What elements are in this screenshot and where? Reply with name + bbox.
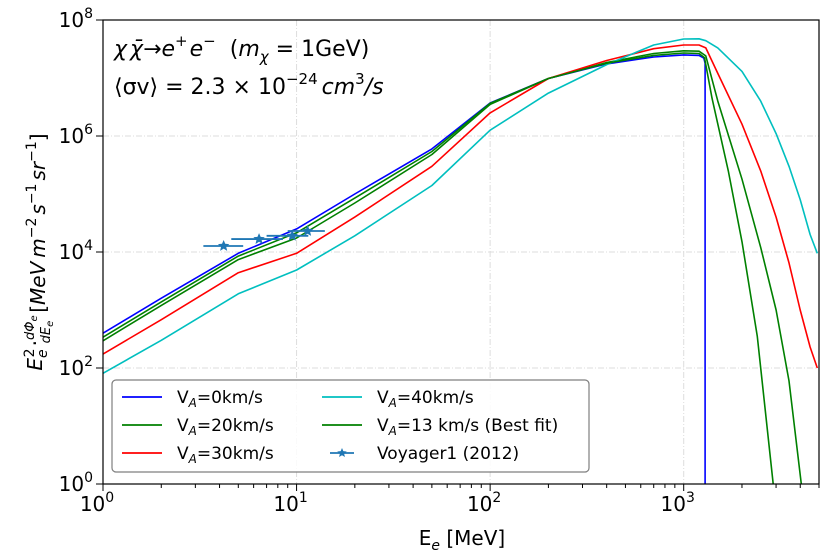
xlabel-sub: e (431, 538, 440, 554)
anno-sigmav: ⟨σv⟩ = 2.3 × 10 (114, 75, 286, 100)
anno-paren-close: ) (361, 37, 370, 62)
ylabel-frac-den-sub: e (45, 321, 56, 327)
annotation-line-2: ⟨σv⟩ = 2.3 × 10−24 cm3/s (114, 70, 384, 100)
grid (103, 20, 819, 484)
x-tick-exp: 0 (105, 490, 114, 506)
legend-item: VA=13 km/s (Best fit) (322, 416, 558, 438)
legend-box (111, 379, 590, 473)
ylabel-dot: · (23, 340, 47, 346)
ylabel-bracket-close: ] (26, 133, 50, 141)
anno-e2: e (190, 37, 204, 62)
legend-label: VA=0km/s (177, 388, 263, 410)
legend-label: VA=20km/s (177, 416, 274, 438)
x-tick-base: 10 (273, 492, 298, 516)
ylabel-unit-sr-sup: −1 (24, 141, 40, 162)
voyager-errorbars (203, 225, 325, 251)
anno-e1-sup: + (175, 32, 188, 50)
legend-star-icon (337, 448, 347, 458)
y-tick-label: 106 (59, 122, 93, 148)
y-axis-label: Ee2·dΦedEe[MeVm−2s−1sr−1] (22, 133, 56, 370)
y-tick-label: 108 (59, 6, 93, 32)
series-line-3 (103, 37, 819, 374)
legend-item: Voyager1 (2012) (330, 444, 519, 464)
ticks (96, 19, 820, 491)
anno-m: m (238, 37, 259, 62)
y-tick-label: 102 (59, 354, 93, 380)
legend-label: VA=13 km/s (Best fit) (377, 416, 558, 438)
voyager-point (286, 229, 298, 241)
x-tick-exp: 3 (686, 490, 695, 506)
ylabel-unit-mev: MeV (26, 260, 50, 305)
anno-paren-open: ( (230, 37, 239, 62)
anno-unit-tail: /s (363, 75, 384, 100)
x-axis-label: Ee [MeV] (419, 526, 505, 554)
y-tick-exp: 4 (84, 238, 93, 254)
anno-eq: = 1GeV (269, 37, 361, 62)
ylabel-bracket-open: [ (26, 305, 50, 313)
x-tick-label: 101 (273, 490, 307, 516)
series-line-1 (103, 49, 803, 484)
xlabel-unit: [MeV] (440, 526, 505, 550)
x-tick-base: 10 (467, 492, 492, 516)
legend-label: VA=30km/s (177, 444, 274, 466)
anno-unit-sup: 3 (355, 70, 365, 88)
anno-e2-sup: − (203, 32, 216, 50)
legend-item: VA=20km/s (122, 416, 274, 438)
y-tick-exp: 8 (84, 6, 93, 22)
x-tick-label: 102 (467, 490, 501, 516)
voyager-point (301, 225, 314, 236)
legend-label: Voyager1 (2012) (377, 444, 519, 464)
legend-item: VA=30km/s (122, 444, 274, 466)
y-tick-base: 10 (59, 8, 84, 32)
ylabel-frac-num-sub: e (29, 315, 40, 321)
series-line-2 (103, 44, 819, 369)
legend: VA=0km/s VA=20km/s VA=30km/s VA=40km/s VA=13… (111, 379, 590, 473)
ylabel-frac-den: dE (39, 326, 54, 343)
anno-chibar: χ̄ (129, 37, 144, 62)
anno-chi: χ (113, 37, 128, 62)
voyager-point (253, 233, 265, 244)
ylabel-main: E (23, 358, 47, 371)
ylabel-sup: 2 (22, 348, 38, 357)
y-tick-base: 10 (59, 356, 84, 380)
y-tick-base: 10 (59, 124, 84, 148)
y-tick-base: 10 (59, 472, 84, 496)
x-tick-label: 103 (661, 490, 695, 516)
xlabel-main: E (419, 526, 432, 550)
legend-item: VA=0km/s (122, 388, 263, 410)
annotation-line-1: χ χ̄→e+e− (mχ = 1GeV) (113, 32, 369, 66)
y-tick-label: 104 (59, 238, 93, 264)
legend-item: VA=40km/s (322, 388, 474, 410)
anno-e1: e (162, 37, 176, 62)
anno-arrow: → (143, 37, 161, 62)
ylabel-unit-m: m (26, 238, 50, 257)
legend-label: VA=40km/s (377, 388, 474, 410)
x-tick-base: 10 (661, 492, 686, 516)
ylabel-sub: e (35, 349, 51, 358)
y-tick-exp: 6 (84, 122, 93, 138)
anno-exp: −24 (286, 70, 318, 88)
voyager-point (217, 239, 230, 251)
ylabel-unit-m-sup: −2 (24, 218, 40, 239)
ylabel-unit-s-sup: −1 (24, 184, 40, 205)
anno-unit: cm (322, 75, 356, 100)
x-tick-label: 100 (80, 490, 114, 516)
ylabel-unit-s: s (26, 204, 50, 214)
y-tick-base: 10 (59, 240, 84, 264)
y-tick-exp: 2 (84, 354, 93, 370)
ylabel-frac-num: dΦ (23, 322, 38, 340)
y-tick-exp: 0 (84, 470, 93, 486)
x-tick-base: 10 (80, 492, 105, 516)
x-tick-exp: 2 (492, 490, 501, 506)
x-tick-exp: 1 (299, 490, 308, 506)
ylabel-unit-sr: sr (26, 160, 50, 180)
anno-m-sub: χ (259, 48, 270, 66)
y-tick-label: 100 (59, 470, 93, 496)
